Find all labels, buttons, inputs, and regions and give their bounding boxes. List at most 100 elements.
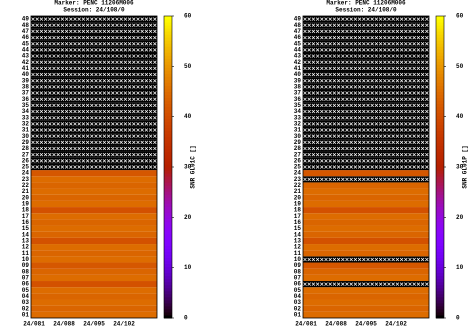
no-data-cross [119,17,123,21]
no-data-cross [48,165,52,169]
no-data-row [303,16,429,23]
no-data-cross [69,159,73,163]
no-data-cross [374,97,379,101]
no-data-cross [311,48,316,52]
no-data-cross [370,140,374,145]
no-data-cross [387,78,391,83]
no-data-cross [395,159,400,163]
no-data-cross [115,134,119,138]
heat-cell [31,244,157,251]
colorbar-step [436,206,444,210]
y-tick-label: 20 [294,194,302,201]
no-data-cross [341,146,345,151]
no-data-cross [106,165,111,169]
colorbar-step [436,233,444,237]
no-data-cross [425,282,429,286]
x-tick-label: 24/081 [23,321,45,327]
no-data-cross [94,41,98,46]
no-data-cross [52,146,56,151]
no-data-cross [132,134,136,138]
no-data-cross [420,17,425,21]
no-data-cross [69,60,73,64]
no-data-cross [408,134,412,138]
no-data-cross [349,159,353,163]
no-data-cross [315,78,320,83]
no-data-cross [416,85,421,89]
no-data-cross [81,23,86,27]
no-data-cross [153,23,157,27]
no-data-cross [311,122,316,126]
no-data-cross [90,60,94,64]
no-data-cross [387,54,391,58]
no-data-cross [315,159,320,163]
no-data-cross [408,17,412,21]
no-data-cross [320,140,324,145]
colorbar-step [436,136,444,141]
heat-cell [31,188,157,195]
no-data-cross [395,72,400,77]
no-data-cross [391,177,395,182]
no-data-cross [127,146,132,151]
heat-cell [31,299,157,306]
no-data-cross [81,60,86,64]
no-data-cross [328,152,332,157]
no-data-cross [102,97,107,101]
no-data-cross [148,35,153,40]
no-data-cross [420,35,425,40]
y-tick-label: 05 [22,287,30,294]
no-data-cross [111,78,115,83]
no-data-cross [94,17,98,21]
no-data-cross [48,115,52,120]
colorbar-step [436,209,444,213]
no-data-cross [416,60,421,64]
no-data-cross [399,122,404,126]
no-data-cross [56,66,60,71]
no-data-cross [315,282,320,286]
no-data-cross [31,60,35,64]
no-data-cross [336,41,341,46]
no-data-cross [148,23,153,27]
no-data-cross [136,41,140,46]
no-data-cross [345,72,349,77]
no-data-cross [336,128,341,132]
no-data-cross [332,41,337,46]
no-data-cross [144,159,149,163]
no-data-cross [73,109,77,114]
no-data-cross [98,60,102,64]
no-data-cross [387,165,391,169]
no-data-cross [60,159,65,163]
no-data-cross [383,165,387,169]
y-tick-label: 04 [294,293,302,300]
no-data-cross [353,115,358,120]
no-data-cross [320,257,324,262]
no-data-cross [115,35,119,40]
no-data-cross [332,48,337,52]
no-data-cross [328,72,332,77]
no-data-cross [102,128,107,132]
no-data-cross [416,29,421,34]
no-data-cross [123,134,128,138]
colorbar-step [436,133,444,138]
no-data-cross [408,91,412,95]
no-data-cross [391,257,395,262]
no-data-cross [43,23,48,27]
no-data-cross [111,115,115,120]
no-data-cross [60,41,65,46]
no-data-cross [324,66,328,71]
no-data-cross [399,66,404,71]
no-data-cross [119,146,123,151]
no-data-cross [391,54,395,58]
heat-cell [31,176,157,183]
no-data-cross [123,54,128,58]
no-data-cross [60,78,65,83]
no-data-row [31,65,157,72]
colorbar-step [436,49,444,53]
no-data-cross [412,97,416,101]
no-data-cross [60,54,65,58]
no-data-cross [102,165,107,169]
no-data-cross [48,54,52,58]
colorbar-step [164,215,172,219]
y-tick-label: 43 [22,53,30,60]
no-data-cross [48,60,52,64]
no-data-cross [98,91,102,95]
